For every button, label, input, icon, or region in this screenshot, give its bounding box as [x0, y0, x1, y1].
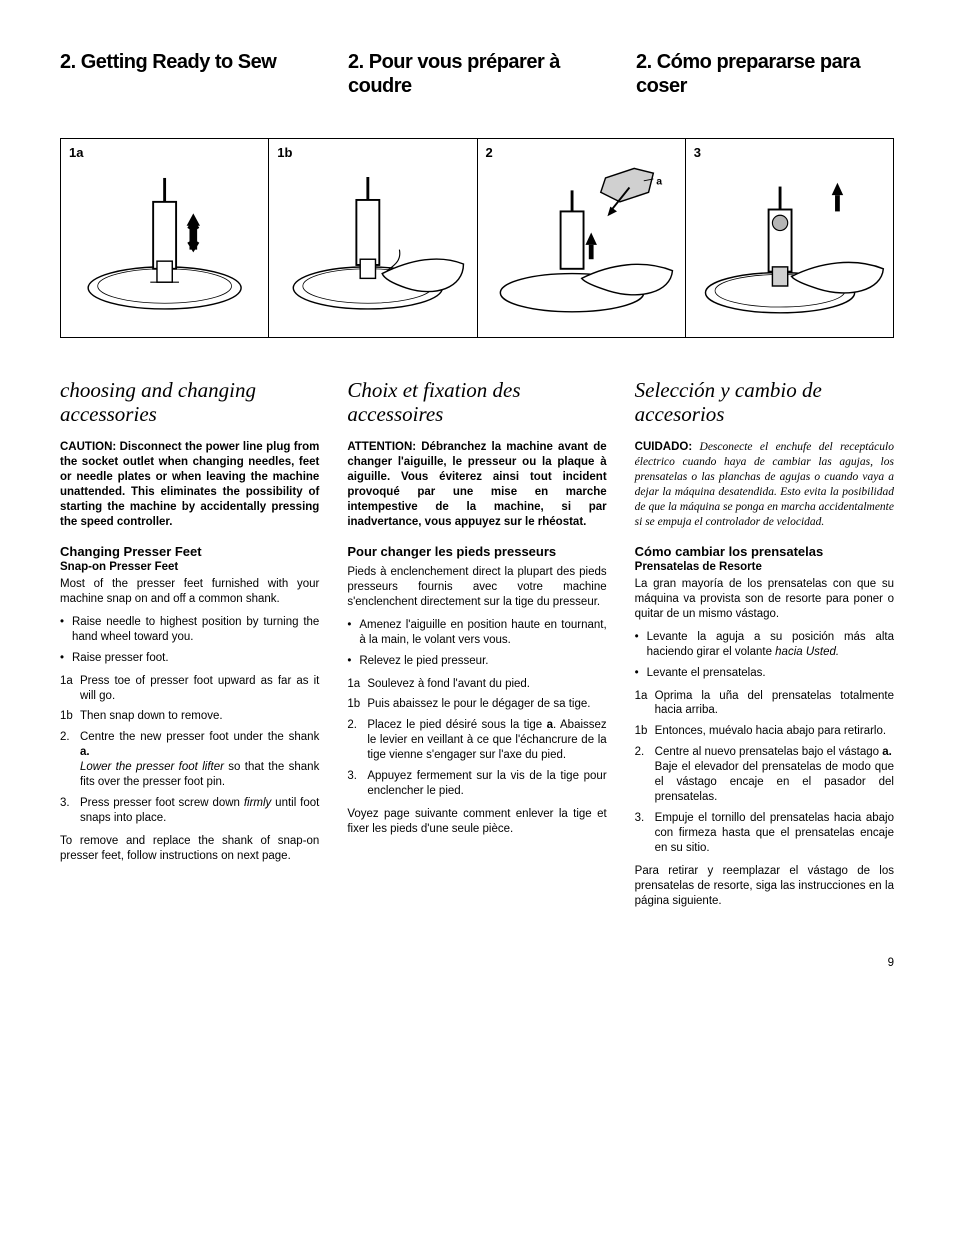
figure-3-svg: [694, 160, 885, 325]
es-sub1: Cómo cambiar los prensatelas: [635, 544, 894, 559]
en-steps: 1aPress toe of presser foot upward as fa…: [60, 674, 319, 826]
figure-2: 2 a: [478, 139, 686, 337]
fr-caution: ATTENTION: Débranchez la machine avant d…: [347, 440, 606, 530]
en-step-2: 2.Centre the new presser foot under the …: [60, 730, 319, 790]
es-p1: La gran mayoría de los prensatelas con q…: [635, 577, 894, 622]
figure-row: 1a 1b 2: [60, 138, 894, 338]
en-section-title: choosing and changing accessories: [60, 378, 319, 426]
figure-2-label: 2: [486, 145, 677, 160]
es-bullet-1: Levante la aguja a su posición más alta …: [647, 630, 894, 660]
col-es: Selección y cambio de accesorios CUIDADO…: [635, 378, 894, 917]
figure-2-svg: a: [486, 160, 677, 325]
fr-caution-body: Débranchez la machine avant de changer l…: [347, 441, 606, 528]
title-row: 2. Getting Ready to Sew 2. Pour vous pré…: [60, 50, 894, 98]
title-fr-text: 2. Pour vous préparer à coudre: [348, 50, 606, 98]
en-bullets: Raise needle to highest position by turn…: [60, 615, 319, 666]
es-section-title: Selección y cambio de accesorios: [635, 378, 894, 426]
fr-section-title: Choix et fixation des accessoires: [347, 378, 606, 426]
en-step-3: 3.Press presser foot screw down firmly u…: [60, 796, 319, 826]
page-number: 9: [60, 957, 894, 969]
es-sub2: Prensatelas de Resorte: [635, 561, 894, 573]
es-step-1b: 1bEntonces, muévalo hacia abajo para ret…: [635, 724, 894, 739]
figure-1b: 1b: [269, 139, 477, 337]
es-bullet-2: Levante el prensatelas.: [647, 666, 894, 681]
en-p1: Most of the presser feet furnished with …: [60, 577, 319, 607]
fr-p1: Pieds à enclenchement direct la plupart …: [347, 565, 606, 610]
fr-bullets: Amenez l'aiguille en position haute en t…: [347, 618, 606, 669]
fr-sub1: Pour changer les pieds presseurs: [347, 544, 606, 559]
fr-step-1a: 1aSoulevez à fond l'avant du pied.: [347, 677, 606, 692]
figure-1a-label: 1a: [69, 145, 260, 160]
fr-steps: 1aSoulevez à fond l'avant du pied. 1bPui…: [347, 677, 606, 800]
fr-step-2: 2.Placez le pied désiré sous la tige a. …: [347, 718, 606, 763]
es-bullets: Levante la aguja a su posición más alta …: [635, 630, 894, 681]
content-columns: choosing and changing accessories CAUTIO…: [60, 378, 894, 917]
figure-1a: 1a: [61, 139, 269, 337]
title-es: 2. Cómo prepararse para coser: [636, 50, 894, 98]
en-bullet-1: Raise needle to highest position by turn…: [72, 615, 319, 645]
es-step-2: 2.Centre al nuevo prensatelas bajo el vá…: [635, 745, 894, 805]
fr-bullet-1: Amenez l'aiguille en position haute en t…: [359, 618, 606, 648]
col-fr: Choix et fixation des accessoires ATTENT…: [347, 378, 606, 917]
figure-3: 3: [686, 139, 893, 337]
en-step-1a: 1aPress toe of presser foot upward as fa…: [60, 674, 319, 704]
figure-2-marker: a: [656, 176, 662, 188]
es-p2: Para retirar y reemplazar el vástago de …: [635, 864, 894, 909]
es-caution: CUIDADO: Desconecte el enchufe del recep…: [635, 440, 894, 530]
es-step-1a: 1aOprima la uña del prensatelas totalmen…: [635, 689, 894, 719]
en-p2: To remove and replace the shank of snap-…: [60, 834, 319, 864]
es-steps: 1aOprima la uña del prensatelas totalmen…: [635, 689, 894, 856]
title-en: 2. Getting Ready to Sew: [60, 50, 318, 98]
en-bullet-2: Raise presser foot.: [72, 651, 319, 666]
title-es-text: 2. Cómo prepararse para coser: [636, 50, 894, 98]
figure-1b-label: 1b: [277, 145, 468, 160]
en-caution-body: Disconnect the power line plug from the …: [60, 441, 319, 528]
fr-caution-lead: ATTENTION:: [347, 441, 416, 453]
col-en: choosing and changing accessories CAUTIO…: [60, 378, 319, 917]
fr-step-3: 3.Appuyez fermement sur la vis de la tig…: [347, 769, 606, 799]
en-caution-lead: CAUTION:: [60, 441, 116, 453]
fr-step-1b: 1bPuis abaissez le pour le dégager de sa…: [347, 697, 606, 712]
en-sub1: Changing Presser Feet: [60, 544, 319, 559]
en-caution: CAUTION: Disconnect the power line plug …: [60, 440, 319, 530]
title-en-text: 2. Getting Ready to Sew: [60, 50, 318, 74]
fr-bullet-2: Relevez le pied presseur.: [359, 654, 606, 669]
figure-1a-svg: [69, 160, 260, 325]
figure-3-label: 3: [694, 145, 885, 160]
figure-1b-svg: [277, 160, 468, 325]
es-caution-body: Desconecte el enchufe del receptáculo él…: [635, 441, 894, 528]
en-sub2: Snap-on Presser Feet: [60, 561, 319, 573]
en-step-1b: 1bThen snap down to remove.: [60, 709, 319, 724]
es-caution-lead: CUIDADO:: [635, 441, 693, 453]
es-step-3: 3.Empuje el tornillo del prensatelas hac…: [635, 811, 894, 856]
title-fr: 2. Pour vous préparer à coudre: [348, 50, 606, 98]
fr-p2: Voyez page suivante comment enlever la t…: [347, 807, 606, 837]
